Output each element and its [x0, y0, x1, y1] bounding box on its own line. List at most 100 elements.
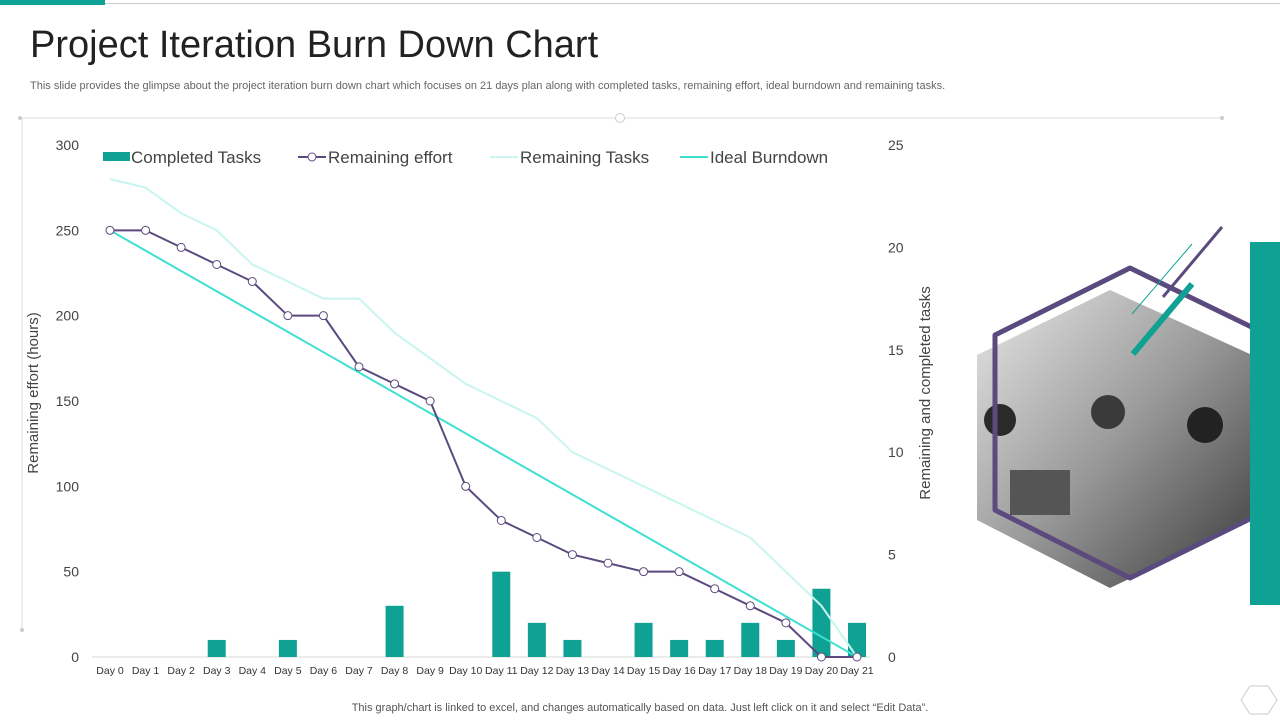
legend-completed-tasks: Completed Tasks [131, 148, 261, 167]
handle [615, 113, 625, 123]
bar-completed-tasks [527, 622, 546, 657]
line-ideal-burndown [109, 229, 858, 658]
point-remaining-effort [567, 550, 577, 560]
decor-line [1130, 282, 1195, 356]
y-tick-label: 100 [56, 478, 80, 494]
point-remaining-effort [105, 225, 115, 235]
point-remaining-effort [247, 277, 257, 287]
top-accent-bar [0, 0, 105, 5]
point-remaining-effort [603, 558, 613, 568]
legend-remaining-effort: Remaining effort [328, 148, 453, 167]
y2-tick-label: 20 [888, 239, 904, 255]
bar-completed-tasks [207, 639, 226, 657]
bar-completed-tasks [634, 622, 653, 657]
x-tick-label: Day 11 [485, 665, 518, 677]
top-rule [0, 3, 1280, 4]
y-tick-label: 0 [71, 649, 79, 665]
side-accent-bar [1250, 242, 1280, 605]
point-remaining-effort [852, 652, 862, 662]
x-tick-label: Day 16 [663, 665, 696, 677]
bar-completed-tasks [563, 639, 582, 657]
x-tick-label: Day 5 [274, 665, 302, 677]
y-tick-label: 250 [56, 222, 80, 238]
point-remaining-effort [639, 567, 649, 577]
x-tick-label: Day 18 [734, 665, 767, 677]
bar-completed-tasks [492, 571, 511, 657]
bar-completed-tasks [776, 639, 795, 657]
handle [20, 628, 24, 632]
point-remaining-effort [141, 225, 151, 235]
point-remaining-effort [318, 311, 328, 321]
x-tick-label: Day 19 [769, 665, 802, 677]
legend-ideal-burndown: Ideal Burndown [710, 148, 828, 167]
legend-marker [307, 152, 317, 162]
photo-person [1091, 395, 1125, 429]
legend-swatch-completed [103, 152, 130, 161]
y-tick-label: 50 [63, 564, 79, 580]
point-remaining-effort [674, 567, 684, 577]
x-tick-label: Day 12 [520, 665, 553, 677]
point-remaining-effort [176, 242, 186, 252]
y2-tick-label: 15 [888, 342, 904, 358]
x-tick-label: Day 7 [345, 665, 373, 677]
photo-laptop [1010, 470, 1070, 515]
point-remaining-effort [745, 601, 755, 611]
footer-note: This graph/chart is linked to excel, and… [351, 702, 929, 714]
point-remaining-effort [710, 584, 720, 594]
x-tick-label: Day 14 [591, 665, 624, 677]
y-tick-label: 200 [56, 308, 80, 324]
x-tick-label: Day 20 [805, 665, 838, 677]
point-remaining-effort [354, 362, 364, 372]
line-remaining-tasks [109, 178, 858, 658]
x-tick-label: Day 13 [556, 665, 589, 677]
bar-completed-tasks [278, 639, 297, 657]
handle [1220, 116, 1224, 120]
point-remaining-effort [390, 379, 400, 389]
x-tick-label: Day 8 [381, 665, 409, 677]
page-title: Project Iteration Burn Down Chart [30, 24, 599, 66]
handle [18, 116, 22, 120]
x-tick-label: Day 9 [416, 665, 444, 677]
bar-completed-tasks [705, 639, 724, 657]
point-remaining-effort [461, 481, 471, 491]
bar-completed-tasks [670, 639, 689, 657]
x-tick-label: Day 4 [239, 665, 267, 677]
point-remaining-effort [816, 652, 826, 662]
point-remaining-effort [212, 259, 222, 269]
legend: Completed Tasks Remaining effort Remaini… [103, 148, 828, 167]
point-remaining-effort [496, 515, 506, 525]
bar-completed-tasks [385, 605, 404, 657]
y-tick-label: 300 [56, 137, 80, 153]
photo-person [1187, 407, 1223, 443]
x-tick-label: Day 1 [132, 665, 160, 677]
y2-tick-label: 25 [888, 137, 904, 153]
x-tick-label: Day 3 [203, 665, 231, 677]
x-tick-label: Day 0 [96, 665, 124, 677]
bar-completed-tasks [848, 622, 866, 657]
y2-axis-label: Remaining and completed tasks [917, 286, 934, 499]
point-remaining-effort [283, 311, 293, 321]
point-remaining-effort [425, 396, 435, 406]
x-tick-label: Day 2 [167, 665, 195, 677]
line-remaining-effort [110, 229, 857, 658]
point-remaining-effort [781, 618, 791, 628]
bar-completed-tasks [741, 622, 760, 657]
y-tick-label: 150 [56, 393, 80, 409]
decor-line [1131, 243, 1193, 315]
x-tick-label: Day 15 [627, 665, 660, 677]
legend-remaining-tasks: Remaining Tasks [520, 148, 649, 167]
x-tick-label: Day 6 [310, 665, 338, 677]
y2-tick-label: 5 [888, 547, 896, 563]
x-tick-label: Day 10 [449, 665, 482, 677]
y2-tick-label: 0 [888, 649, 896, 665]
decor-line [1161, 226, 1224, 298]
corner-hexagon [1240, 685, 1278, 715]
y-axis-label: Remaining effort (hours) [25, 312, 42, 473]
x-tick-label: Day 17 [698, 665, 731, 677]
x-tick-label: Day 21 [840, 665, 873, 677]
y2-tick-label: 10 [888, 444, 904, 460]
photo-person [984, 404, 1016, 436]
page-subtitle: This slide provides the glimpse about th… [30, 80, 946, 92]
point-remaining-effort [532, 533, 542, 543]
